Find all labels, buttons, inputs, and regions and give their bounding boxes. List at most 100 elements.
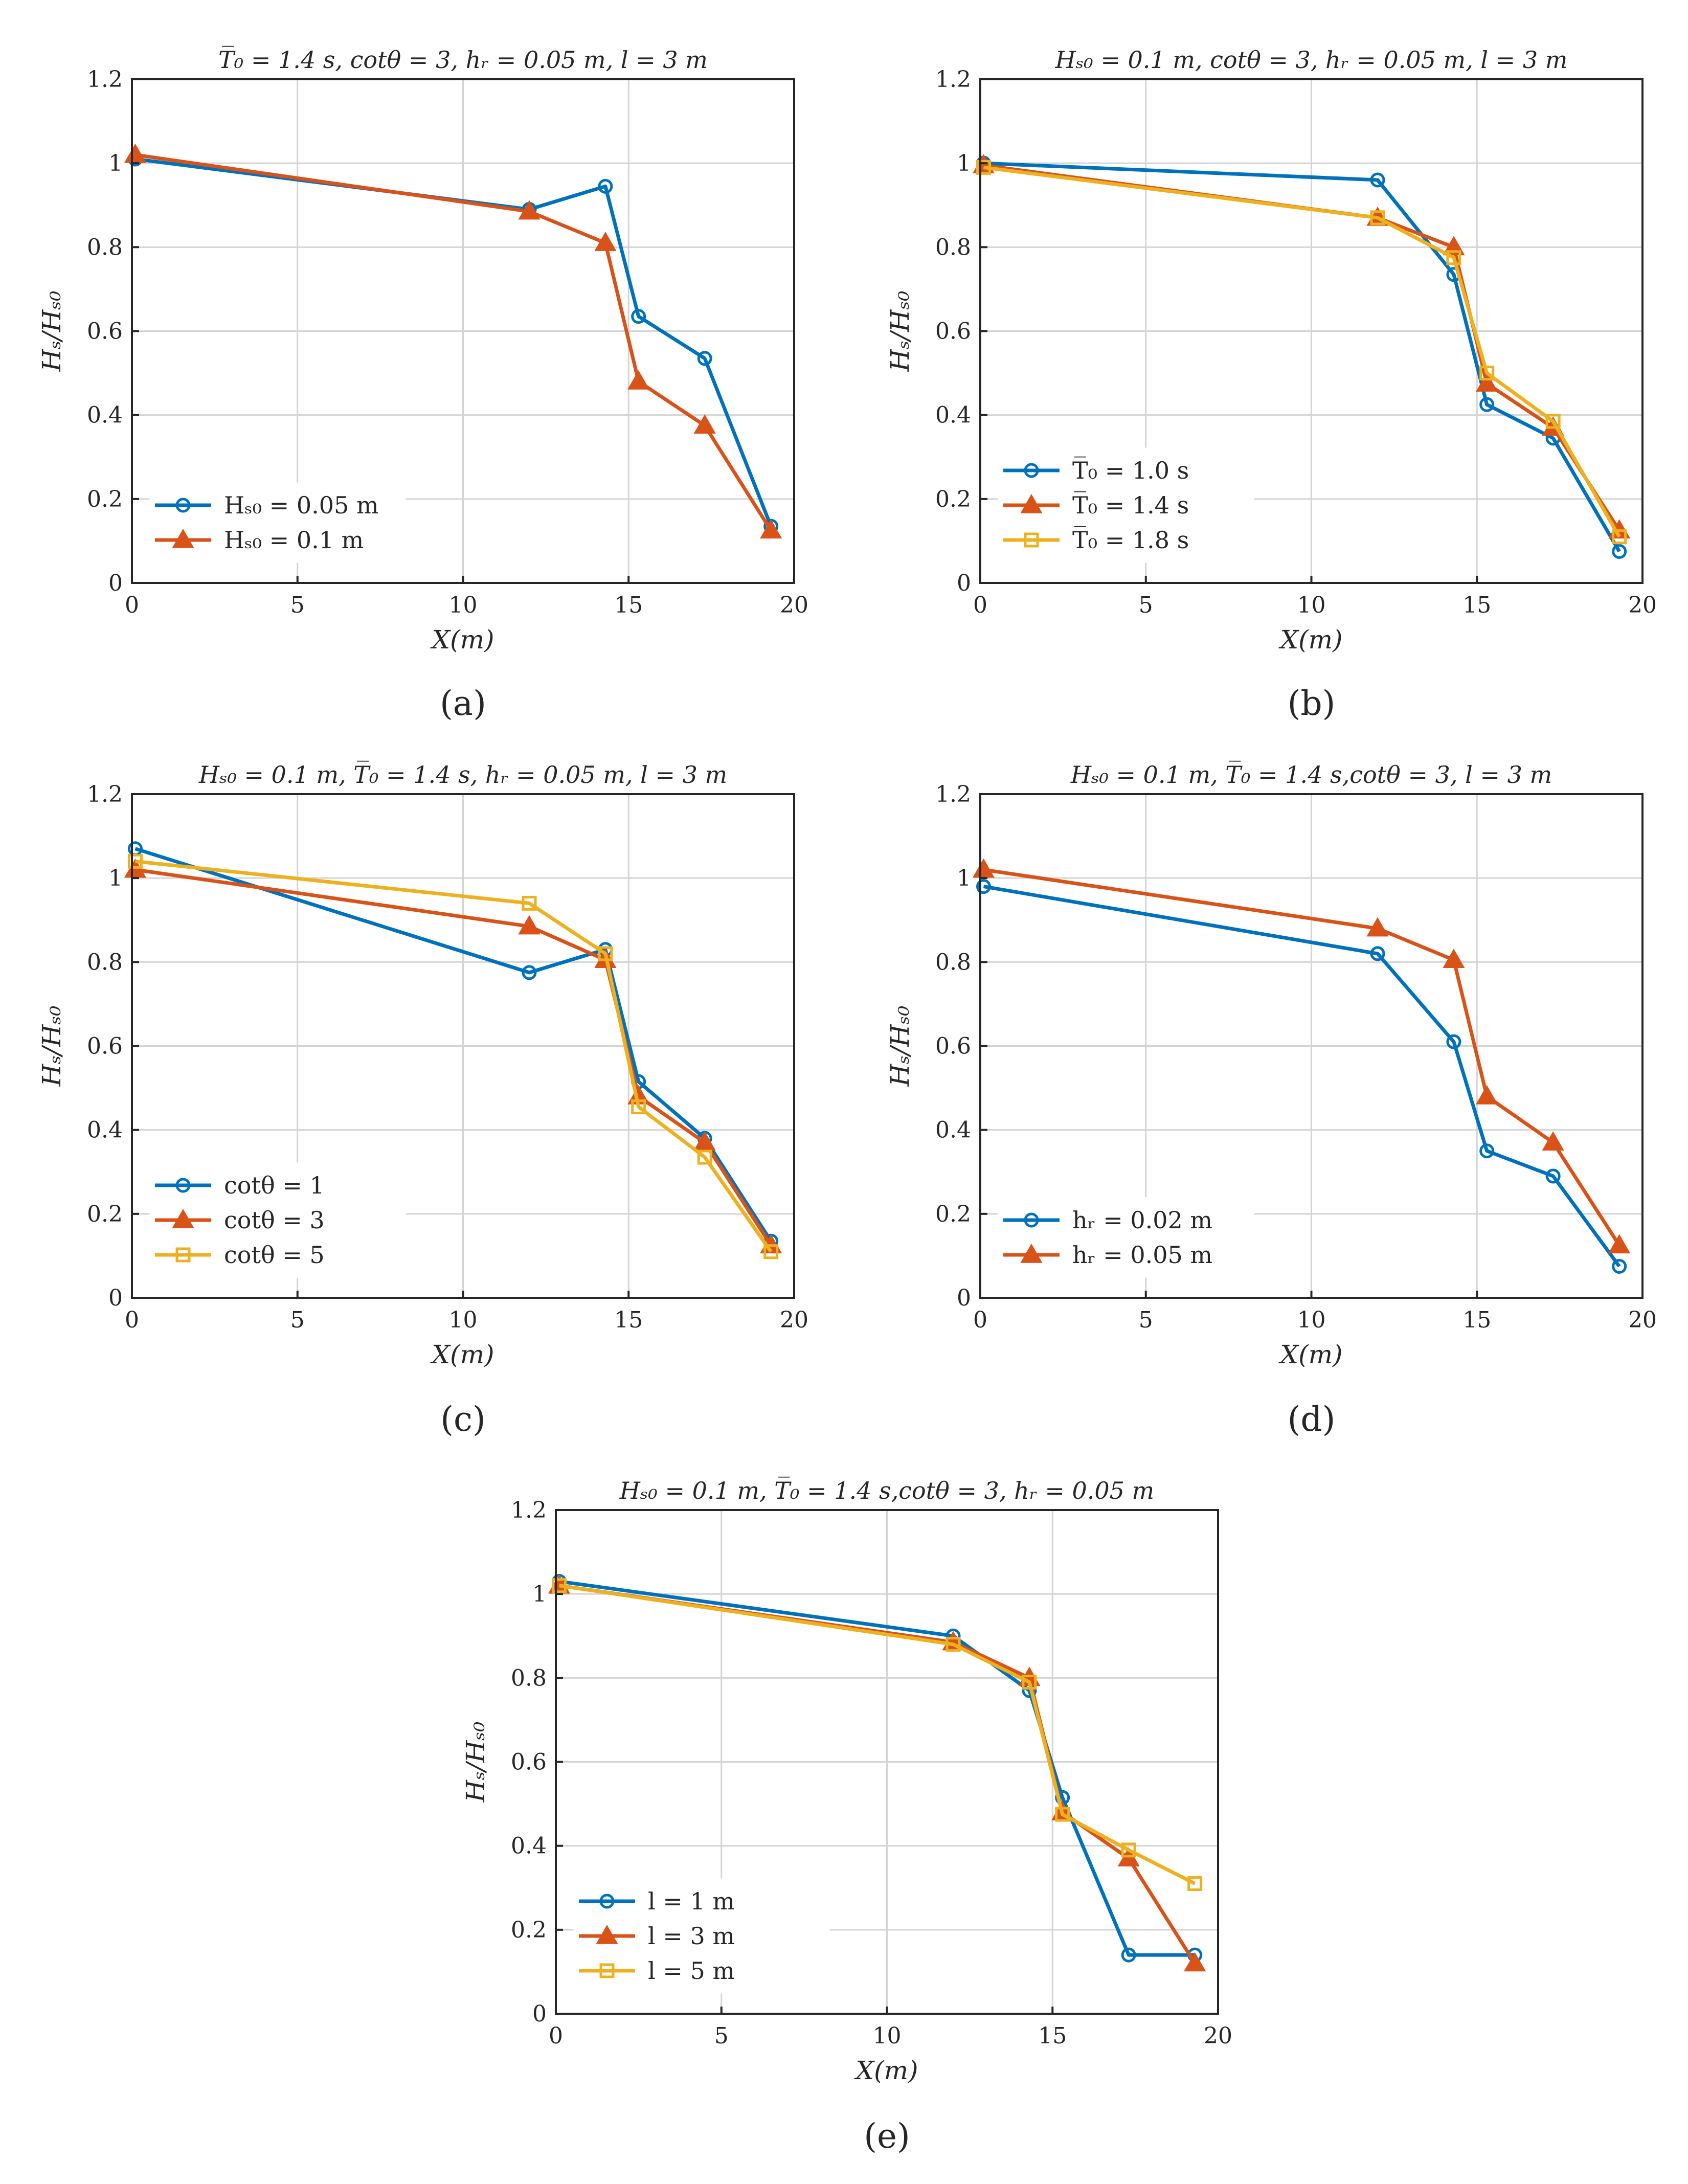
data-point bbox=[1187, 1876, 1203, 1892]
legend-marker bbox=[1020, 493, 1043, 513]
y-axis-label: Hₛ/Hₛ₀ bbox=[461, 1722, 490, 1803]
y-tick-label: 1.2 bbox=[511, 1497, 547, 1523]
y-tick-label: 0.4 bbox=[87, 1117, 123, 1143]
data-point bbox=[1055, 1807, 1070, 1822]
y-tick-label: 0.8 bbox=[87, 234, 123, 260]
x-tick-label: 0 bbox=[973, 1307, 987, 1333]
legend: cotθ = 1 cotθ = 3 cotθ = 5 bbox=[149, 1162, 406, 1278]
legend: Hₛ₀ = 0.05 m Hₛ₀ = 0.1 m bbox=[149, 482, 406, 563]
data-point bbox=[1608, 1234, 1631, 1254]
x-axis-label: X(m) bbox=[1278, 1340, 1342, 1369]
data-point bbox=[1545, 1168, 1561, 1184]
y-tick-label: 0.6 bbox=[87, 1033, 123, 1060]
legend-marker bbox=[1024, 532, 1039, 548]
legend-entry: Hₛ₀ = 0.1 m bbox=[224, 526, 364, 554]
data-point bbox=[551, 1578, 567, 1593]
y-tick-label: 1 bbox=[532, 1581, 547, 1607]
y-tick-label: 0.2 bbox=[511, 1917, 547, 1943]
data-point bbox=[972, 858, 995, 878]
y-tick-label: 0 bbox=[532, 2001, 547, 2027]
legend-entry: cotθ = 3 bbox=[224, 1206, 325, 1234]
data-point bbox=[627, 370, 650, 390]
data-point bbox=[1479, 366, 1495, 381]
x-tick-label: 10 bbox=[449, 1307, 478, 1333]
data-point bbox=[1479, 1143, 1495, 1159]
legend: l = 1 m l = 3 m l = 5 m bbox=[573, 1878, 830, 1994]
x-tick-label: 20 bbox=[1628, 1307, 1657, 1333]
data-point bbox=[631, 309, 646, 324]
legend-marker bbox=[175, 498, 191, 513]
legend-marker bbox=[1024, 1212, 1039, 1228]
y-tick-label: 0.6 bbox=[935, 319, 971, 345]
x-tick-label: 5 bbox=[714, 2023, 729, 2049]
y-axis-label: Hₛ/Hₛ₀ bbox=[885, 1006, 915, 1087]
data-point bbox=[1612, 544, 1627, 559]
y-tick-label: 1 bbox=[108, 150, 123, 176]
y-tick-label: 0.2 bbox=[87, 1201, 123, 1227]
legend-entry: cotθ = 5 bbox=[224, 1241, 325, 1269]
y-tick-label: 0.2 bbox=[935, 1201, 971, 1227]
x-tick-label: 20 bbox=[780, 1307, 808, 1333]
series-line-0 bbox=[983, 161, 1621, 553]
y-axis-label: Hₛ/Hₛ₀ bbox=[37, 1006, 66, 1087]
chart-title: Hₛ₀ = 0.1 m, T̅₀ = 1.4 s,cotθ = 3, hᵣ = … bbox=[619, 1476, 1154, 1504]
data-point bbox=[1022, 1675, 1037, 1690]
data-point bbox=[1446, 1034, 1461, 1049]
series-line-1 bbox=[134, 153, 773, 532]
data-point bbox=[594, 232, 617, 251]
x-tick-label: 10 bbox=[873, 2023, 902, 2049]
data-point bbox=[1184, 1952, 1206, 1972]
chart-title: T̅₀ = 1.4 s, cotθ = 3, hᵣ = 0.05 m, l = … bbox=[218, 46, 708, 74]
y-tick-label: 0.8 bbox=[87, 949, 123, 975]
y-tick-label: 0.2 bbox=[935, 486, 971, 512]
x-axis-label: X(m) bbox=[853, 2056, 918, 2085]
data-point bbox=[518, 200, 541, 220]
legend-entry: l = 5 m bbox=[648, 1957, 735, 1985]
data-point bbox=[946, 1637, 961, 1652]
data-point bbox=[598, 946, 613, 961]
data-point bbox=[127, 853, 143, 869]
legend-marker bbox=[1024, 463, 1039, 478]
y-tick-label: 0 bbox=[957, 1285, 971, 1311]
y-tick-label: 0.6 bbox=[87, 319, 123, 345]
y-tick-label: 0.6 bbox=[935, 1033, 971, 1060]
legend: hᵣ = 0.02 m hᵣ = 0.05 m bbox=[998, 1197, 1254, 1278]
legend-marker bbox=[1020, 1243, 1043, 1263]
panel-label: (d) bbox=[1288, 1400, 1336, 1439]
y-tick-label: 0 bbox=[108, 1285, 123, 1311]
data-point bbox=[522, 965, 537, 980]
x-tick-label: 15 bbox=[1462, 592, 1491, 618]
data-point bbox=[1370, 172, 1385, 188]
x-tick-label: 10 bbox=[1297, 1307, 1326, 1333]
legend-entry: l = 3 m bbox=[648, 1922, 735, 1950]
data-point bbox=[693, 414, 716, 434]
legend-entry: Hₛ₀ = 0.05 m bbox=[224, 491, 379, 519]
x-tick-label: 0 bbox=[125, 1307, 139, 1333]
legend: T̅₀ = 1.0 s T̅₀ = 1.4 s T̅₀ = 1.8 s bbox=[998, 447, 1254, 563]
y-tick-label: 0.8 bbox=[935, 949, 971, 975]
data-point bbox=[1542, 1131, 1564, 1151]
legend-marker bbox=[599, 1963, 615, 1978]
data-point bbox=[1443, 949, 1465, 968]
x-tick-label: 5 bbox=[290, 592, 305, 618]
x-tick-label: 5 bbox=[1139, 1307, 1153, 1333]
x-axis-label: X(m) bbox=[1278, 625, 1342, 655]
x-tick-label: 0 bbox=[973, 592, 987, 618]
data-point bbox=[631, 1099, 646, 1115]
legend-entry: T̅₀ = 1.4 s bbox=[1072, 491, 1189, 519]
legend-marker bbox=[172, 1208, 194, 1228]
legend-marker bbox=[596, 1924, 618, 1944]
chart-title: Hₛ₀ = 0.1 m, T̅₀ = 1.4 s, hᵣ = 0.05 m, l… bbox=[198, 760, 727, 789]
legend-entry: T̅₀ = 1.8 s bbox=[1072, 526, 1189, 554]
panel-label: (b) bbox=[1288, 684, 1336, 723]
data-point bbox=[1121, 1947, 1136, 1963]
y-tick-label: 1.2 bbox=[87, 66, 123, 93]
data-point bbox=[518, 915, 541, 935]
series-line-2 bbox=[558, 1584, 1196, 1885]
x-tick-label: 15 bbox=[614, 1307, 643, 1333]
data-point bbox=[1366, 917, 1389, 937]
chart-panel-0: 0 5 10 15 20 0 0.2 0.4 0.6 0.8 1 1.2 T̅₀ = 1.4 s, co… bbox=[37, 46, 808, 723]
data-point bbox=[697, 1150, 712, 1165]
x-tick-label: 15 bbox=[1462, 1307, 1491, 1333]
data-point bbox=[697, 351, 712, 366]
